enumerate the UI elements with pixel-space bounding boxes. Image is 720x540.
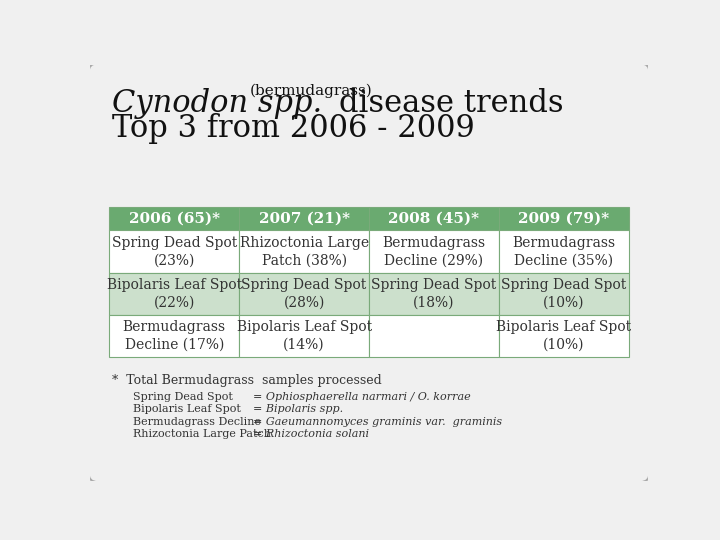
Bar	[369, 207, 499, 231]
Text: Bermudagrass
Decline (29%): Bermudagrass Decline (29%)	[382, 235, 485, 267]
Text: Top 3 from 2006 - 2009: Top 3 from 2006 - 2009	[112, 112, 474, 144]
Bar	[499, 273, 629, 315]
Text: Bermudagrass Decline: Bermudagrass Decline	[132, 417, 268, 427]
Bar	[239, 231, 369, 273]
Text: 2007 (21)*: 2007 (21)*	[258, 212, 350, 226]
Bar	[109, 231, 239, 273]
Bar	[109, 273, 239, 315]
Text: Spring Dead Spot
(10%): Spring Dead Spot (10%)	[501, 278, 626, 310]
Text: = Bipolaris spp.: = Bipolaris spp.	[253, 404, 343, 414]
Bar	[239, 207, 369, 231]
Text: Cynodon spp.: Cynodon spp.	[112, 88, 322, 119]
Text: Bipolaris Leaf Spot
(22%): Bipolaris Leaf Spot (22%)	[107, 278, 242, 310]
Bar	[239, 273, 369, 315]
Bar	[499, 207, 629, 231]
Text: Spring Dead Spot
(18%): Spring Dead Spot (18%)	[372, 278, 497, 310]
Text: Rhizoctonia Large
Patch (38%): Rhizoctonia Large Patch (38%)	[240, 235, 369, 267]
Text: 2006 (65)*: 2006 (65)*	[129, 212, 220, 226]
Text: 2009 (79)*: 2009 (79)*	[518, 212, 609, 226]
Text: (bermudagrass): (bermudagrass)	[250, 83, 372, 98]
Text: = Gaeumannomyces graminis var.  graminis: = Gaeumannomyces graminis var. graminis	[253, 417, 502, 427]
Bar	[499, 315, 629, 357]
Bar	[369, 231, 499, 273]
Bar	[499, 231, 629, 273]
Text: 2008 (45)*: 2008 (45)*	[388, 212, 480, 226]
Text: Bipolaris Leaf Spot: Bipolaris Leaf Spot	[132, 404, 261, 414]
Text: = Ophiosphaerella narmari / O. korrae: = Ophiosphaerella narmari / O. korrae	[253, 392, 470, 402]
Text: Rhizoctonia Large Patch: Rhizoctonia Large Patch	[132, 429, 271, 439]
Bar	[369, 315, 499, 357]
Text: Bermudagrass
Decline (35%): Bermudagrass Decline (35%)	[512, 235, 616, 267]
Bar	[109, 315, 239, 357]
Bar	[369, 273, 499, 315]
Text: *  Total Bermudagrass  samples processed: * Total Bermudagrass samples processed	[112, 374, 382, 387]
Text: Spring Dead Spot
(28%): Spring Dead Spot (28%)	[241, 278, 366, 310]
Text: Bipolaris Leaf Spot
(10%): Bipolaris Leaf Spot (10%)	[496, 320, 631, 352]
Bar	[109, 207, 239, 231]
Text: Bermudagrass
Decline (17%): Bermudagrass Decline (17%)	[122, 320, 226, 352]
Text: disease trends: disease trends	[339, 88, 563, 119]
Bar	[239, 315, 369, 357]
Text: Spring Dead Spot
(23%): Spring Dead Spot (23%)	[112, 235, 237, 267]
FancyBboxPatch shape	[89, 63, 649, 482]
Text: = Rhizoctonia solani: = Rhizoctonia solani	[253, 429, 369, 439]
Text: Bipolaris Leaf Spot
(14%): Bipolaris Leaf Spot (14%)	[237, 320, 372, 352]
Text: Spring Dead Spot: Spring Dead Spot	[132, 392, 261, 402]
